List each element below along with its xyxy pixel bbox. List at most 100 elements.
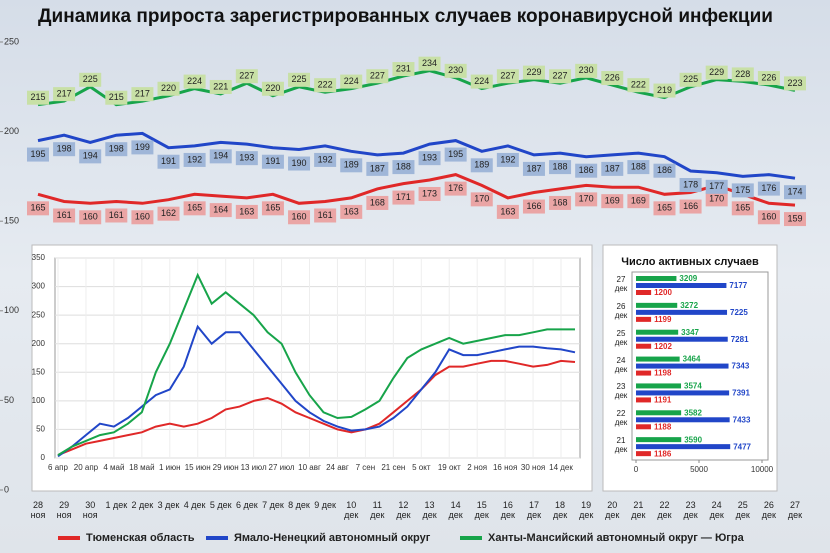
- value-label-box: [705, 65, 728, 80]
- x-tick-label: 21 сен: [381, 463, 405, 472]
- value-label: 225: [292, 74, 307, 84]
- value-label-box: [288, 72, 311, 87]
- x-tick-label: 24 авг: [326, 463, 349, 472]
- value-label-box: [731, 67, 754, 82]
- value-label: 1186: [654, 449, 672, 458]
- value-label-box: [679, 199, 702, 214]
- x-tick-label: 12 дек: [396, 500, 411, 520]
- value-label-box: [575, 192, 598, 207]
- x-tick-label: 21 дек: [631, 500, 646, 520]
- x-tick-label: 4 дек: [183, 500, 206, 510]
- value-label-box: [784, 212, 806, 227]
- value-label: 178: [683, 179, 698, 189]
- x-tick-label: 29 июн: [213, 463, 239, 472]
- value-label: 231: [396, 63, 411, 73]
- value-label-box: [209, 149, 232, 164]
- value-label: 163: [500, 206, 515, 216]
- value-label: 186: [657, 165, 672, 175]
- value-label: 160: [83, 212, 98, 222]
- value-label-box: [157, 154, 180, 169]
- value-label-box: [53, 142, 76, 157]
- value-label-box: [575, 63, 598, 78]
- value-label: 170: [579, 194, 594, 204]
- y-tick-label: 100: [4, 305, 19, 315]
- value-label: 193: [422, 153, 437, 163]
- series-line: [57, 272, 575, 456]
- value-label-box: [731, 201, 754, 216]
- value-label-box: [183, 152, 206, 167]
- value-label-box: [601, 161, 624, 176]
- value-label: 166: [526, 201, 541, 211]
- value-label: 195: [448, 149, 463, 159]
- value-label: 165: [187, 203, 202, 213]
- value-label: 1198: [654, 369, 672, 378]
- value-label-box: [392, 62, 415, 77]
- value-label-box: [679, 178, 702, 193]
- x-tick-label: 13 июл: [241, 463, 267, 472]
- x-tick-label: 24 дек: [709, 500, 724, 520]
- value-label: 169: [631, 196, 646, 206]
- value-label: 3590: [684, 435, 702, 444]
- value-label: 191: [161, 156, 176, 166]
- value-label: 187: [605, 163, 620, 173]
- value-label: 229: [709, 67, 724, 77]
- x-tick-label: 16 ноя: [493, 463, 517, 472]
- y-tick-label: 200: [32, 339, 46, 348]
- x-tick-label: 4 май: [103, 463, 124, 472]
- x-tick-label: 6 дек: [235, 500, 258, 510]
- value-label: 215: [30, 92, 45, 102]
- value-label-box: [261, 154, 284, 169]
- value-label: 162: [161, 208, 176, 218]
- bar: [636, 370, 652, 376]
- value-label-box: [705, 179, 728, 194]
- value-label: 171: [396, 192, 411, 202]
- value-label-box: [288, 210, 311, 225]
- value-label: 3272: [680, 301, 698, 310]
- value-label-box: [444, 147, 467, 162]
- x-tick-label: 3 дек: [157, 500, 180, 510]
- x-tick-label: 14 дек: [549, 463, 573, 472]
- x-tick-label: 15 дек: [474, 500, 489, 520]
- value-label: 7177: [729, 281, 747, 290]
- value-label: 226: [761, 72, 776, 82]
- value-label: 168: [553, 197, 568, 207]
- y-tick-label: 0: [41, 453, 46, 462]
- value-label-box: [235, 204, 258, 219]
- y-tick-label: 21 дек: [614, 436, 628, 455]
- x-tick-label: 5 дек: [209, 500, 232, 510]
- value-label: 217: [135, 89, 150, 99]
- x-tick-label: 10 дек: [344, 500, 359, 520]
- value-label: 1191: [654, 396, 672, 405]
- value-label-box: [79, 210, 102, 225]
- value-label-box: [366, 195, 389, 210]
- value-label: 224: [474, 76, 489, 86]
- x-tick-label: 7 сен: [356, 463, 376, 472]
- value-label: 188: [631, 161, 646, 171]
- y-tick-label: 22 дек: [614, 409, 628, 428]
- value-label: 225: [83, 74, 98, 84]
- value-label-box: [627, 194, 650, 209]
- legend-label: Тюменская область: [86, 532, 195, 544]
- value-label: 1202: [654, 342, 672, 351]
- value-label: 198: [109, 144, 124, 154]
- value-label-box: [340, 74, 363, 89]
- y-tick-label: 300: [32, 282, 46, 291]
- value-label: 3347: [681, 328, 699, 337]
- value-label: 159: [787, 213, 802, 223]
- value-label: 7343: [732, 362, 750, 371]
- value-label-box: [366, 161, 389, 176]
- value-label: 189: [474, 160, 489, 170]
- value-label-box: [183, 74, 206, 89]
- y-tick-label: 50: [4, 395, 14, 405]
- value-label-box: [392, 160, 415, 175]
- value-label: 228: [735, 69, 750, 79]
- bar: [636, 290, 652, 295]
- value-label-box: [157, 206, 180, 221]
- value-label: 192: [318, 154, 333, 164]
- value-label: 222: [631, 80, 646, 90]
- value-label-box: [418, 186, 441, 201]
- x-tick-label: 30 ноя: [82, 500, 98, 520]
- value-label: 176: [448, 183, 463, 193]
- bar: [636, 410, 682, 416]
